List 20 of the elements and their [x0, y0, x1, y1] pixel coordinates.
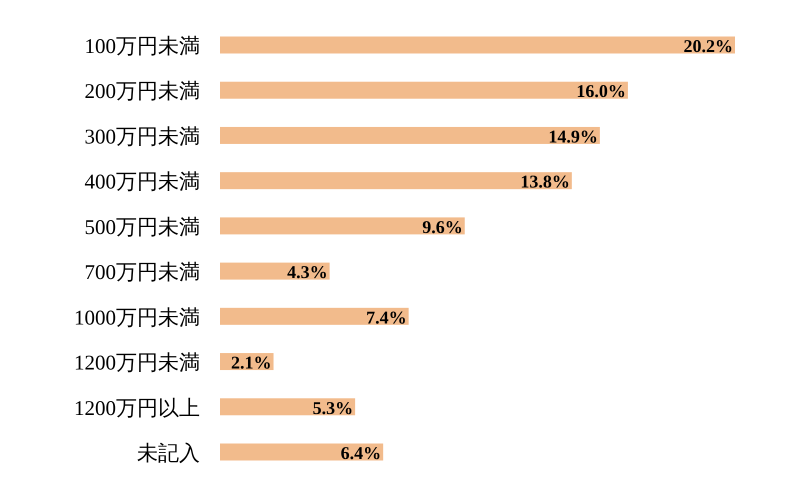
y-tick-label: 100万円未満 [84, 34, 200, 58]
data-label: 5.3% [312, 398, 354, 418]
y-tick-label: 300万円未満 [84, 124, 200, 148]
y-tick-label: 700万円未満 [84, 260, 200, 284]
data-label: 2.1% [231, 352, 272, 373]
data-label: 20.2% [684, 36, 733, 56]
y-tick-label: 200万円未満 [84, 79, 200, 104]
y-tick-label: 未記入 [137, 441, 200, 465]
y-tick-label: 500万円未満 [84, 214, 200, 239]
data-label: 4.3% [287, 262, 328, 282]
y-tick-label: 1000万円未満 [74, 305, 200, 330]
y-tick-label: 1200万円以上 [74, 396, 200, 420]
data-label: 9.6% [422, 216, 463, 237]
data-label: 14.9% [548, 126, 598, 146]
y-tick-label: 1200万円未満 [74, 350, 200, 375]
data-label: 6.4% [340, 443, 382, 463]
data-label: 7.4% [366, 307, 407, 328]
y-tick-label: 400万円未満 [84, 170, 200, 194]
data-label: 13.8% [520, 172, 570, 192]
data-label: 16.0% [576, 81, 626, 102]
